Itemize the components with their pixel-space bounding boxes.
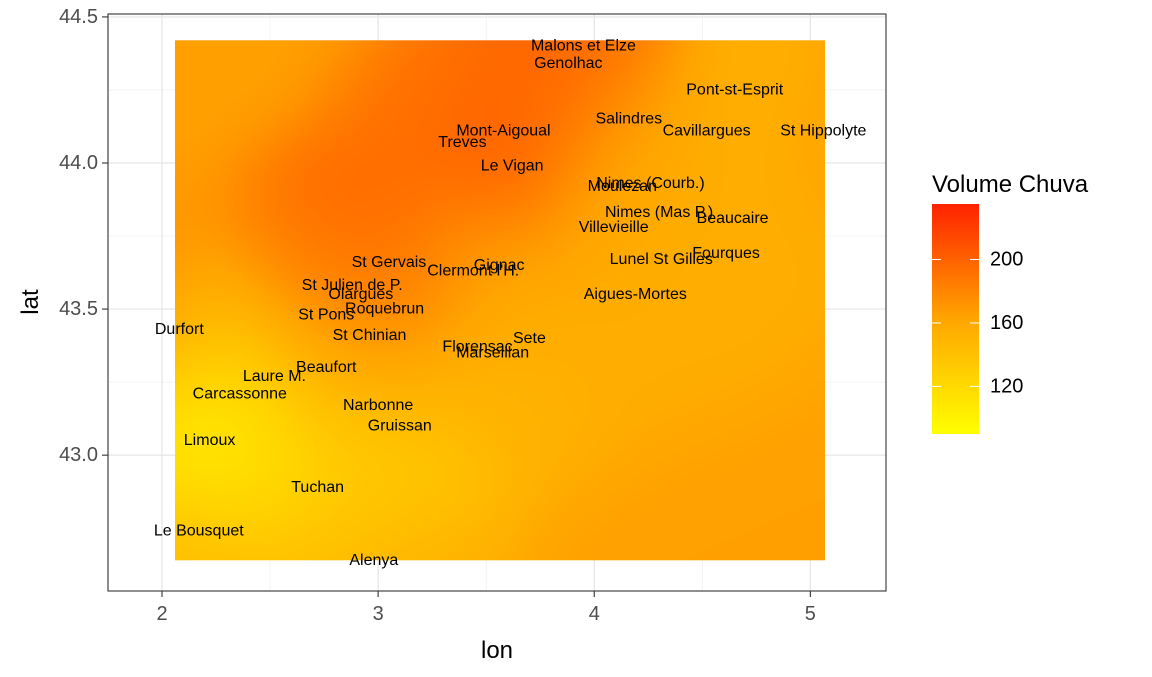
station-label: Le Vigan xyxy=(481,157,544,174)
station-label: Genolhac xyxy=(534,55,603,72)
legend-ticks: 120 160 200 xyxy=(932,249,1023,397)
y-tick-label: 44.0 xyxy=(59,152,98,174)
station-label: Durfort xyxy=(155,321,204,338)
station-label: Nimes (Mas P.) xyxy=(605,204,713,221)
station-label: Treves xyxy=(438,134,486,151)
station-label: Beaufort xyxy=(296,359,357,376)
station-label: St Julien de P. xyxy=(302,277,403,294)
x-tick-label: 4 xyxy=(589,603,600,625)
station-label: Florensac xyxy=(442,339,512,356)
legend-title: Volume Chuva xyxy=(932,171,1089,198)
station-label: St Pons xyxy=(298,306,354,323)
station-label: Pont-st-Esprit xyxy=(686,81,783,98)
plot-panel-border xyxy=(107,13,887,592)
station-label: Lunel St Gilles xyxy=(610,251,713,268)
station-label: Nimes (Courb.) xyxy=(596,175,704,192)
station-label: Limoux xyxy=(184,432,236,449)
station-label: Le Bousquet xyxy=(154,523,244,540)
station-label: St Gervais xyxy=(352,254,427,271)
color-legend: Volume Chuva 120 160 200 xyxy=(932,171,1089,434)
station-label: Villevieille xyxy=(579,219,649,236)
legend-tick-label: 160 xyxy=(990,312,1023,334)
rainfall-interpolation-surface xyxy=(174,40,825,561)
station-label: Laure M. xyxy=(243,368,306,385)
station-label: Salindres xyxy=(595,111,662,128)
station-label: Gignac xyxy=(474,257,525,274)
station-label: St Hippolyte xyxy=(780,122,866,139)
y-tick-label: 44.5 xyxy=(59,6,98,28)
station-label: Olargues xyxy=(328,286,393,303)
station-label: Narbonne xyxy=(343,397,413,414)
station-label: Clermont l'H. xyxy=(427,263,519,280)
station-label: Roquebrun xyxy=(345,301,424,318)
station-label: Moulezan xyxy=(588,178,657,195)
y-axis-title: lat xyxy=(17,289,44,315)
axes: 2 3 4 5 43.0 43.5 44.0 44.5 xyxy=(59,6,816,625)
legend-tick-label: 120 xyxy=(990,375,1023,397)
station-label: Aigues-Mortes xyxy=(584,286,687,303)
station-label: Gruissan xyxy=(368,417,432,434)
x-axis-title: lon xyxy=(481,637,513,664)
station-label: Cavillargues xyxy=(663,122,751,139)
legend-colorbar xyxy=(932,204,979,434)
x-tick-label: 3 xyxy=(373,603,384,625)
station-label: Sete xyxy=(513,330,546,347)
station-label: Mont-Aigoual xyxy=(456,122,550,139)
station-label: Alenya xyxy=(349,552,398,569)
x-tick-label: 5 xyxy=(805,603,816,625)
station-label: Malons et Elze xyxy=(531,38,636,55)
legend-tick-label: 200 xyxy=(990,249,1023,271)
station-label: Beaucaire xyxy=(697,210,769,227)
station-label: St Chinian xyxy=(333,327,407,344)
x-tick-label: 2 xyxy=(156,603,167,625)
y-tick-label: 43.0 xyxy=(59,444,98,466)
station-label: Marseillan xyxy=(456,344,529,361)
station-label: Fourques xyxy=(692,245,760,262)
y-tick-label: 43.5 xyxy=(59,298,98,320)
station-label: Carcassonne xyxy=(193,385,287,402)
station-label: Tuchan xyxy=(291,479,344,496)
